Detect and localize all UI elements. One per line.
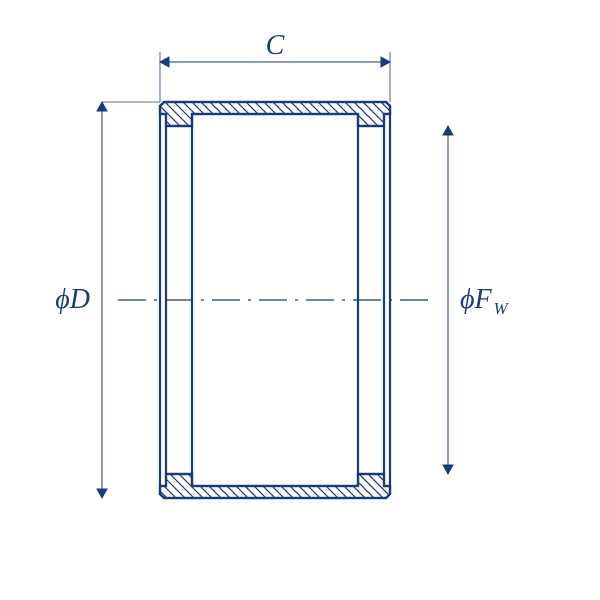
svg-text:C: C <box>266 30 285 61</box>
bearing-section-diagram: CϕD ϕFW <box>0 0 600 600</box>
svg-text:ϕFW: ϕFW <box>460 284 510 318</box>
svg-text:ϕD: ϕD <box>55 284 90 315</box>
